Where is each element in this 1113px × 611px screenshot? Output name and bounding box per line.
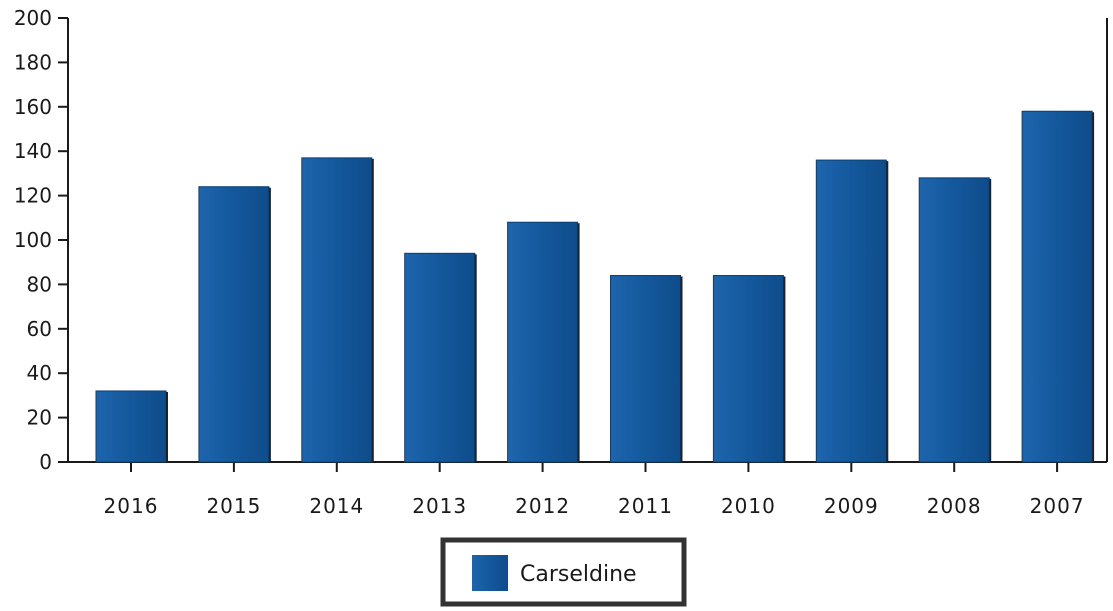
legend-label: Carseldine: [520, 562, 637, 587]
y-tick-label: 180: [14, 50, 52, 74]
bar-2011: [610, 275, 681, 463]
bar-2012: [507, 221, 579, 463]
x-tick-label: 2011: [618, 494, 673, 518]
y-tick-label: 40: [27, 361, 52, 385]
y-tick-label: 160: [14, 95, 52, 119]
x-tick-label: 2015: [206, 494, 261, 518]
bar-2016: [95, 390, 167, 463]
bar-2008: [918, 177, 990, 463]
x-tick-label: 2009: [824, 494, 879, 518]
legend-swatch: [472, 555, 508, 591]
bars: [95, 110, 1095, 463]
legend: Carseldine: [440, 537, 687, 607]
y-axis: 0 20 40 60 80 100 120 140 160 180 200: [14, 6, 69, 474]
bar-2009: [815, 159, 887, 463]
bar-2010: [712, 275, 784, 463]
x-tick-label: 2016: [104, 494, 159, 518]
x-tick-label: 2010: [721, 494, 776, 518]
x-tick-label: 2012: [515, 494, 570, 518]
bar-2015: [198, 186, 270, 463]
bar-2007: [1021, 110, 1093, 463]
x-axis: 2016 2015 2014 2013 2012 2011 2010 2009 2008 2007: [68, 461, 1107, 518]
y-tick-label: 60: [27, 317, 52, 341]
y-tick-label: 80: [27, 272, 52, 296]
y-tick-label: 140: [14, 139, 52, 163]
y-tick-label: 20: [27, 406, 52, 430]
y-tick-label: 100: [14, 228, 52, 252]
bar-2014: [301, 157, 373, 463]
x-tick-label: 2007: [1030, 494, 1085, 518]
x-tick-label: 2014: [309, 494, 364, 518]
x-tick-label: 2013: [412, 494, 467, 518]
y-tick-label: 0: [39, 450, 52, 474]
x-tick-label: 2008: [927, 494, 982, 518]
y-tick-label: 120: [14, 184, 52, 208]
bar-2013: [404, 252, 476, 463]
y-tick-label: 200: [14, 6, 52, 30]
